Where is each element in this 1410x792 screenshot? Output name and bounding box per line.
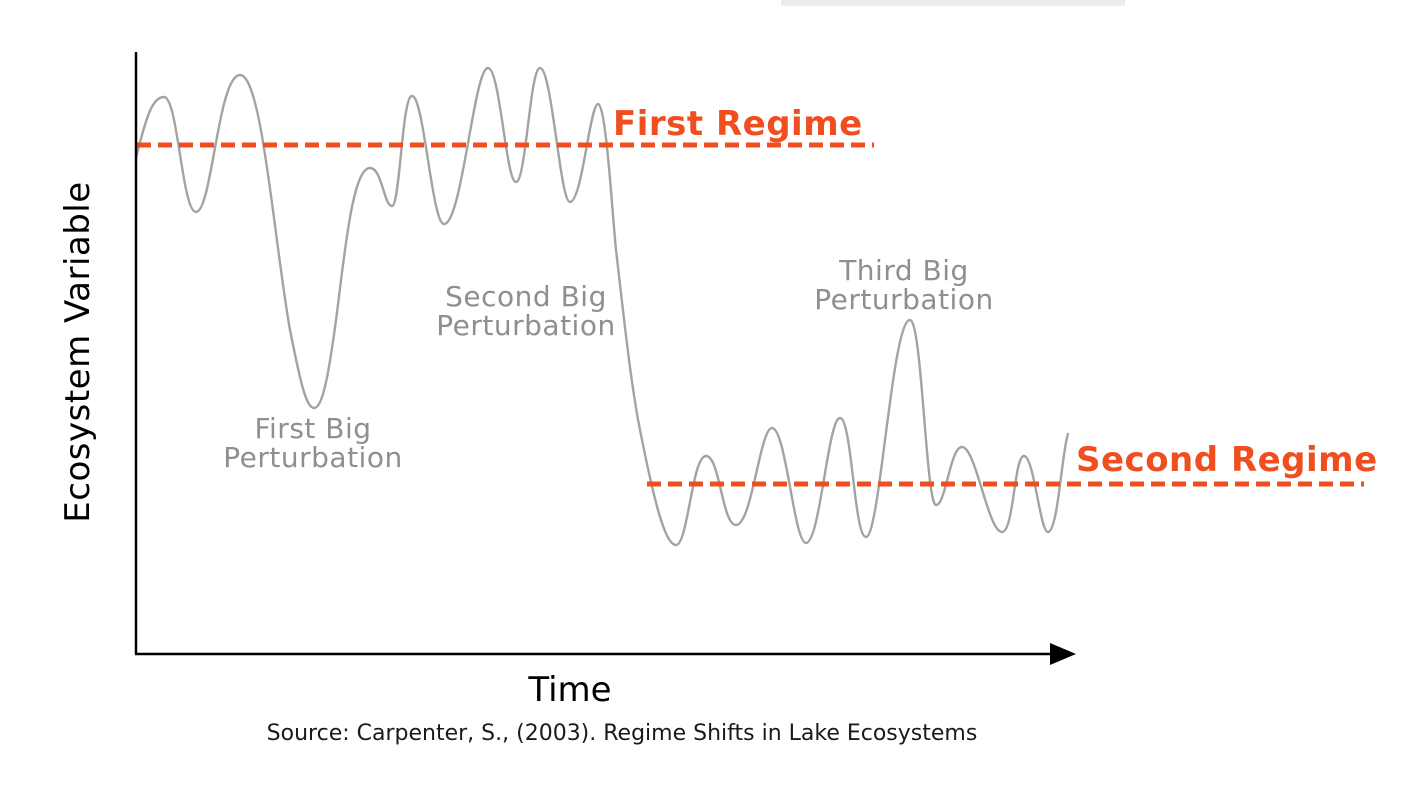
x-axis-label: Time	[528, 670, 612, 710]
second-perturbation-line1: Second Big	[445, 280, 607, 313]
ecosystem-trajectory	[134, 66, 1070, 547]
first-perturbation-line1: First Big	[254, 412, 372, 445]
top-bar	[781, 0, 1125, 6]
first-perturbation-line2: Perturbation	[223, 441, 403, 474]
y-axis-label: Ecosystem Variable	[58, 181, 98, 523]
third-perturbation-line2: Perturbation	[814, 283, 994, 316]
x-axis-arrowhead	[1050, 643, 1076, 665]
third-perturbation-annotation: Third Big Perturbation	[814, 256, 993, 314]
second-perturbation-annotation: Second Big Perturbation	[436, 282, 615, 340]
first-regime-label: First Regime	[613, 104, 863, 144]
second-regime-label: Second Regime	[1076, 440, 1378, 480]
second-perturbation-line2: Perturbation	[436, 309, 616, 342]
source-citation: Source: Carpenter, S., (2003). Regime Sh…	[266, 721, 978, 746]
third-perturbation-line1: Third Big	[839, 254, 969, 287]
first-perturbation-annotation: First Big Perturbation	[223, 414, 402, 472]
